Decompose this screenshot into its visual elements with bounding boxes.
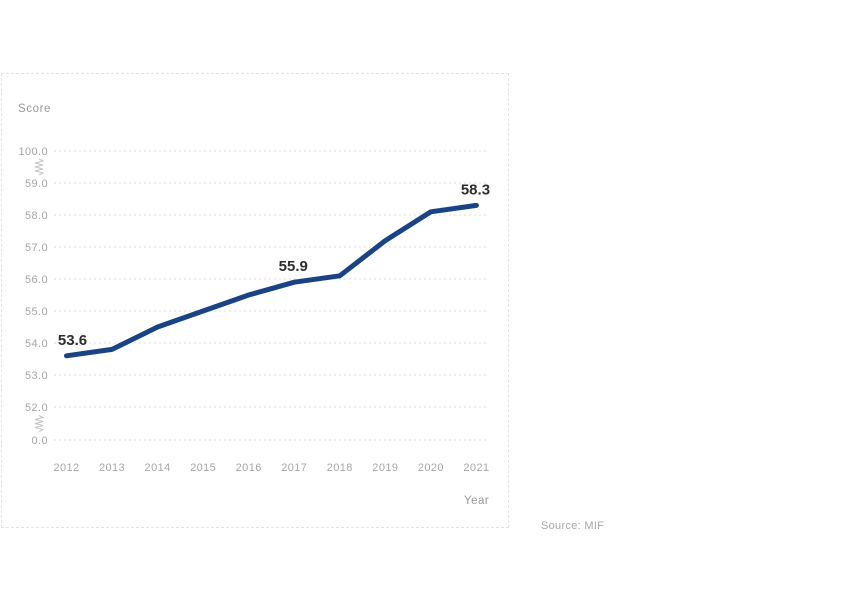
data-point-label: 58.3 <box>461 181 490 198</box>
x-tick-label: 2015 <box>190 462 216 474</box>
line-chart: 100.0 59.0 58.0 57.0 56.0 55.0 54.0 53.0 52.0 0.0… <box>18 146 490 474</box>
y-tick-label: 53.0 <box>25 370 48 382</box>
x-tick-label: 2014 <box>145 462 171 474</box>
x-tick-label: 2017 <box>281 462 307 474</box>
source-note: Source: MIF <box>541 520 605 532</box>
data-point-label: 55.9 <box>279 258 308 275</box>
x-tick-label: 2012 <box>53 462 79 474</box>
data-point-label: 53.6 <box>58 332 87 349</box>
y-tick-label: 59.0 <box>25 178 48 190</box>
y-tick-label: 56.0 <box>25 274 48 286</box>
y-tick-label: 57.0 <box>25 242 48 254</box>
y-tick-label: 58.0 <box>25 210 48 222</box>
x-tick-label: 2016 <box>236 462 262 474</box>
chart-panel: Score 100.0 59.0 58.0 57.0 56.0 55.0 54.0 53.0 5… <box>1 73 509 528</box>
x-tick-label: 2021 <box>463 462 489 474</box>
x-tick-label: 2020 <box>418 462 444 474</box>
y-tick-label: 54.0 <box>25 338 48 350</box>
axis-break-icon <box>34 158 45 176</box>
x-tick-label: 2013 <box>99 462 125 474</box>
y-tick-label: 55.0 <box>25 306 48 318</box>
x-axis-title: Year <box>464 495 490 507</box>
x-tick-label: 2019 <box>372 462 398 474</box>
y-axis-title: Score <box>18 103 52 115</box>
x-tick-label: 2018 <box>327 462 353 474</box>
data-line <box>64 202 479 359</box>
axis-break-icon <box>34 415 45 432</box>
y-tick-label: 52.0 <box>25 402 48 414</box>
y-tick-label: 100.0 <box>18 146 48 158</box>
y-tick-label: 0.0 <box>32 435 49 447</box>
